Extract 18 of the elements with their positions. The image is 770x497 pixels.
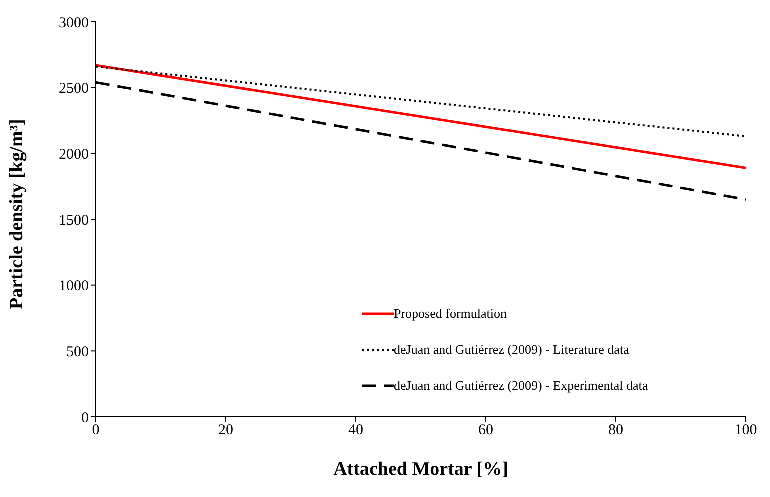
y-tick-label: 1000	[59, 278, 89, 295]
x-tick-label: 100	[734, 422, 758, 439]
x-tick-label: 20	[218, 422, 234, 439]
legend-label: deJuan and Gutiérrez (2009) - Experimental data	[394, 378, 648, 394]
y-axis-title: Particle density [kg/m³]	[6, 119, 28, 310]
y-tick-label: 0	[82, 410, 89, 426]
x-axis-title: Attached Mortar [%]	[334, 459, 508, 480]
y-tick-label: 2500	[59, 81, 89, 98]
y-tick-label: 2000	[59, 146, 89, 163]
y-tick-label: 3000	[59, 15, 89, 32]
legend-label: Proposed formulation	[394, 306, 508, 322]
x-tick-label: 80	[608, 422, 624, 439]
legend-label: deJuan and Gutiérrez (2009) - Literature data	[394, 342, 630, 358]
x-tick-label: 40	[348, 422, 364, 439]
y-tick-label: 1500	[59, 212, 89, 229]
x-tick-label: 60	[478, 422, 494, 439]
y-tick-label: 500	[66, 344, 89, 360]
x-tick-label: 0	[92, 422, 100, 439]
